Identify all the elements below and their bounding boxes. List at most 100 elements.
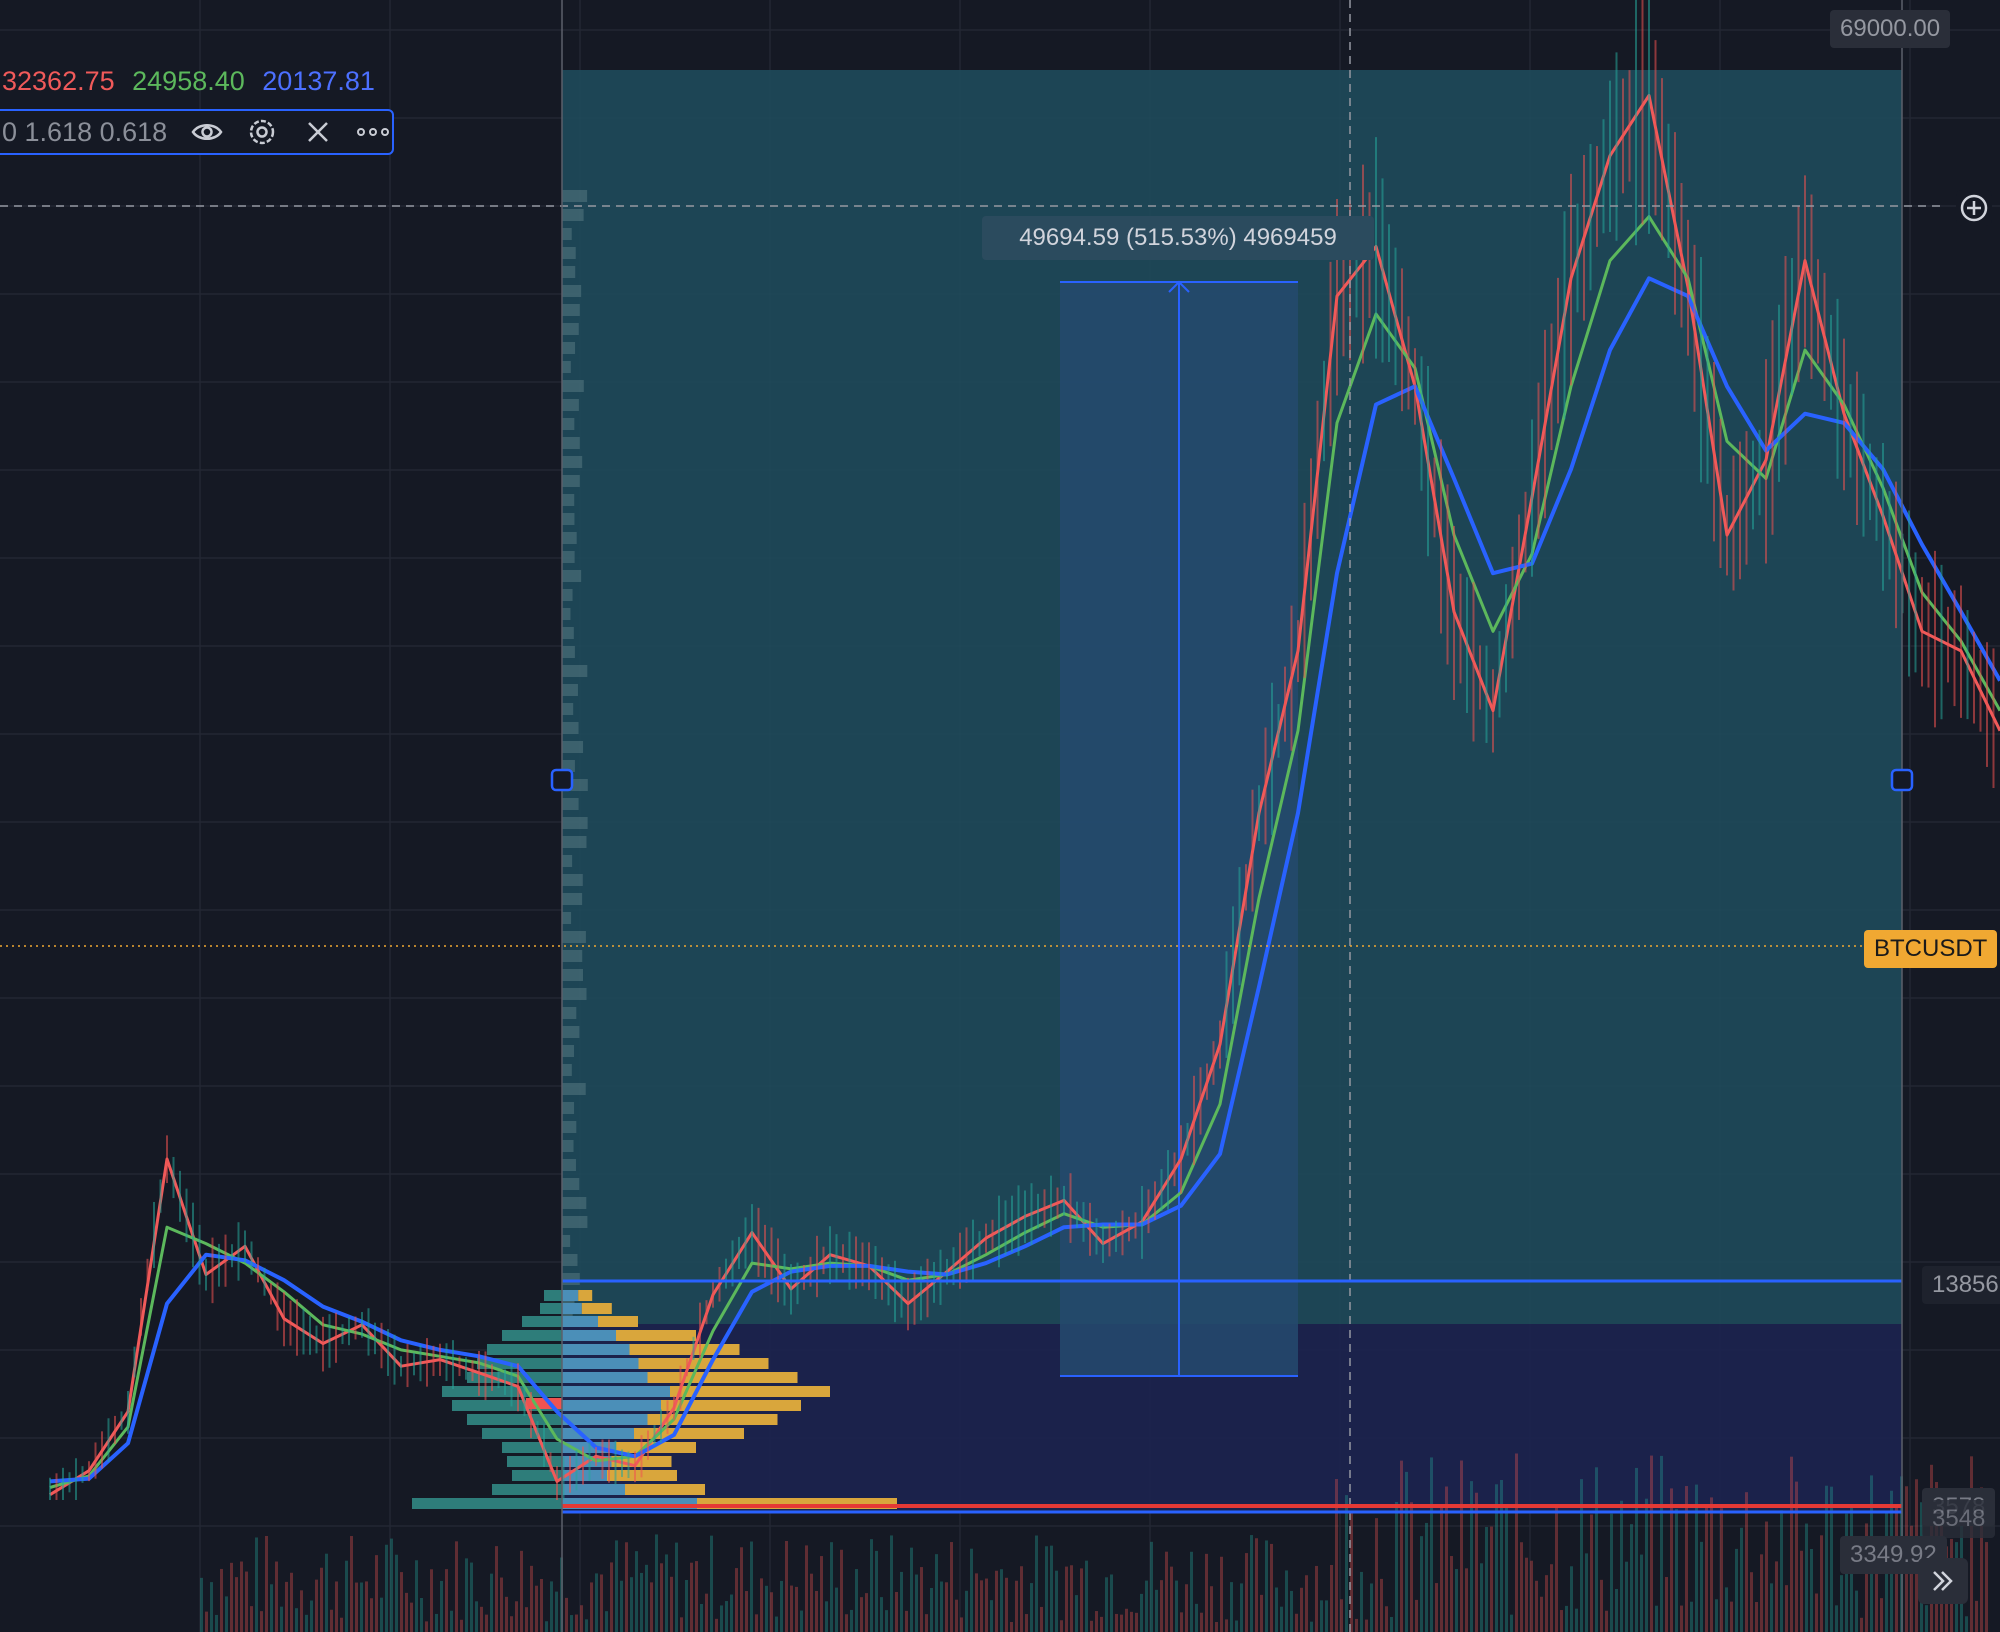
volume-bar bbox=[1530, 1560, 1533, 1632]
volume-bar bbox=[925, 1614, 928, 1632]
volume-bar bbox=[1415, 1599, 1418, 1632]
volume-bar bbox=[255, 1537, 258, 1632]
volume-bar bbox=[1650, 1455, 1653, 1632]
volume-bar bbox=[1270, 1543, 1273, 1632]
vp-bar-gold bbox=[581, 1303, 612, 1314]
volume-bar bbox=[930, 1588, 933, 1632]
volume-bar bbox=[855, 1569, 858, 1632]
volume-bar bbox=[1200, 1612, 1203, 1632]
vp-bar-upper bbox=[562, 1083, 586, 1095]
vp-bar-upper bbox=[562, 418, 575, 430]
gear-icon[interactable] bbox=[243, 113, 281, 151]
vp-bar-teal bbox=[487, 1344, 562, 1355]
volume-bar bbox=[1300, 1587, 1303, 1632]
volume-bar bbox=[1725, 1587, 1728, 1632]
volume-bar bbox=[375, 1555, 378, 1632]
vp-bar-upper bbox=[562, 247, 576, 259]
volume-bar bbox=[1230, 1582, 1233, 1632]
volume-bar bbox=[1795, 1481, 1798, 1632]
volume-bar bbox=[1350, 1510, 1353, 1632]
volume-bar bbox=[1000, 1569, 1003, 1632]
volume-bar bbox=[555, 1591, 558, 1632]
price-label-bottom: 3349.92 bbox=[1840, 1536, 1947, 1574]
volume-bar bbox=[640, 1572, 643, 1632]
volume-bar bbox=[1710, 1497, 1713, 1632]
vp-bar-gold bbox=[647, 1372, 798, 1383]
volume-bar bbox=[225, 1596, 228, 1632]
more-icon[interactable] bbox=[354, 113, 392, 151]
volume-bar bbox=[210, 1582, 213, 1632]
volume-bar bbox=[585, 1619, 588, 1632]
volume-bar bbox=[650, 1582, 653, 1632]
volume-bar bbox=[1050, 1545, 1053, 1632]
volume-bar bbox=[390, 1538, 393, 1632]
volume-bar bbox=[505, 1596, 508, 1632]
vp-bar-upper bbox=[562, 798, 579, 810]
volume-bar bbox=[1670, 1488, 1673, 1632]
vp-bar-teal bbox=[467, 1372, 562, 1383]
volume-bar bbox=[720, 1605, 723, 1632]
volume-bar bbox=[1095, 1611, 1098, 1632]
vp-bar-teal bbox=[452, 1400, 562, 1411]
volume-bar bbox=[270, 1584, 273, 1632]
volume-bar bbox=[730, 1594, 733, 1632]
volume-bar bbox=[465, 1558, 468, 1632]
volume-bar bbox=[820, 1556, 823, 1632]
close-icon[interactable] bbox=[299, 113, 337, 151]
volume-bar bbox=[1380, 1578, 1383, 1632]
vp-bar-gold bbox=[598, 1316, 638, 1327]
volume-bar bbox=[940, 1581, 943, 1632]
volume-bar bbox=[985, 1578, 988, 1632]
volume-bar bbox=[710, 1535, 713, 1632]
plus-circle-icon bbox=[1960, 194, 1988, 222]
volume-bar bbox=[1680, 1605, 1683, 1632]
vp-bar-blue bbox=[562, 1358, 639, 1369]
volume-bar bbox=[1565, 1605, 1568, 1632]
volume-bar bbox=[1105, 1577, 1108, 1632]
scroll-to-realtime-button[interactable] bbox=[1918, 1558, 1968, 1604]
vp-bar-teal bbox=[482, 1428, 562, 1439]
volume-bar bbox=[570, 1615, 573, 1632]
volume-bar bbox=[1475, 1492, 1478, 1632]
volume-bar bbox=[520, 1550, 523, 1632]
vp-bar-upper bbox=[562, 608, 571, 620]
volume-bar bbox=[450, 1610, 453, 1632]
vp-bar-upper bbox=[562, 1254, 578, 1266]
volume-bar bbox=[1810, 1548, 1813, 1632]
volume-bar bbox=[1970, 1456, 1973, 1632]
vp-bar-upper bbox=[562, 627, 574, 639]
eye-icon[interactable] bbox=[188, 113, 226, 151]
vp-bar-upper bbox=[562, 304, 580, 316]
volume-bar bbox=[1155, 1589, 1158, 1632]
vp-bar-gold bbox=[616, 1442, 696, 1453]
vp-bar-upper bbox=[562, 1026, 580, 1038]
volume-bar bbox=[1175, 1580, 1178, 1632]
volume-bar bbox=[1715, 1599, 1718, 1632]
volume-bar bbox=[810, 1573, 813, 1632]
volume-bar bbox=[385, 1544, 388, 1632]
volume-bar bbox=[1355, 1618, 1358, 1632]
vp-bar-upper bbox=[562, 646, 575, 658]
volume-bar bbox=[815, 1590, 818, 1632]
vp-bar-upper bbox=[562, 931, 586, 943]
volume-bar bbox=[260, 1611, 263, 1632]
vp-bar-upper bbox=[562, 1273, 580, 1285]
volume-bar bbox=[230, 1562, 233, 1632]
volume-bar bbox=[1775, 1561, 1778, 1632]
volume-bar bbox=[1395, 1501, 1398, 1632]
volume-bar bbox=[1495, 1484, 1498, 1632]
volume-bar bbox=[990, 1600, 993, 1632]
volume-bar bbox=[860, 1597, 863, 1632]
vp-bar-blue bbox=[562, 1330, 616, 1341]
vp-bar-upper bbox=[562, 437, 580, 449]
add-alert-button[interactable] bbox=[1956, 190, 1992, 226]
volume-bar bbox=[1580, 1479, 1583, 1632]
volume-bar bbox=[1635, 1467, 1638, 1632]
vp-bar-upper bbox=[562, 703, 574, 715]
vp-bar-upper bbox=[562, 1197, 587, 1209]
volume-bar bbox=[785, 1540, 788, 1632]
vp-bar-upper bbox=[562, 684, 578, 696]
vp-bar-gold bbox=[629, 1344, 740, 1355]
legend-value-2: 24958.40 bbox=[132, 66, 245, 96]
